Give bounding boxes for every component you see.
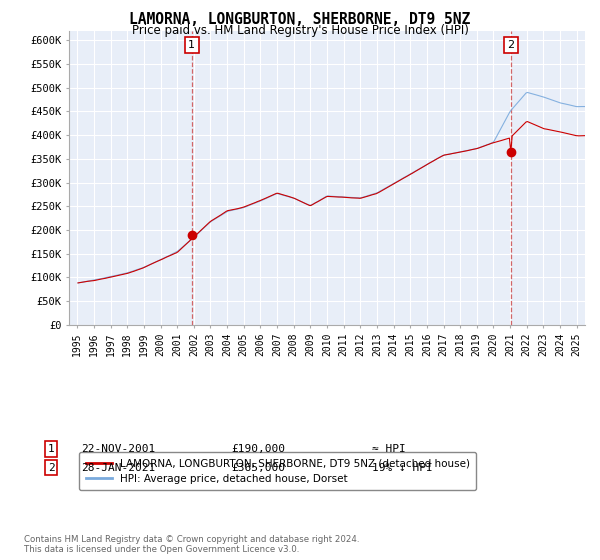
Text: 2: 2 bbox=[47, 463, 55, 473]
Text: LAMORNA, LONGBURTON, SHERBORNE, DT9 5NZ: LAMORNA, LONGBURTON, SHERBORNE, DT9 5NZ bbox=[130, 12, 470, 27]
Text: 28-JAN-2021: 28-JAN-2021 bbox=[81, 463, 155, 473]
Text: 2: 2 bbox=[507, 40, 514, 50]
Text: £365,000: £365,000 bbox=[231, 463, 285, 473]
Legend: LAMORNA, LONGBURTON, SHERBORNE, DT9 5NZ (detached house), HPI: Average price, de: LAMORNA, LONGBURTON, SHERBORNE, DT9 5NZ … bbox=[79, 452, 476, 490]
Text: Contains HM Land Registry data © Crown copyright and database right 2024.
This d: Contains HM Land Registry data © Crown c… bbox=[24, 535, 359, 554]
Text: Price paid vs. HM Land Registry's House Price Index (HPI): Price paid vs. HM Land Registry's House … bbox=[131, 24, 469, 37]
Text: £190,000: £190,000 bbox=[231, 444, 285, 454]
Text: 1: 1 bbox=[188, 40, 195, 50]
Text: ≈ HPI: ≈ HPI bbox=[372, 444, 406, 454]
Text: 1: 1 bbox=[47, 444, 55, 454]
Text: 19% ↓ HPI: 19% ↓ HPI bbox=[372, 463, 433, 473]
Text: 22-NOV-2001: 22-NOV-2001 bbox=[81, 444, 155, 454]
